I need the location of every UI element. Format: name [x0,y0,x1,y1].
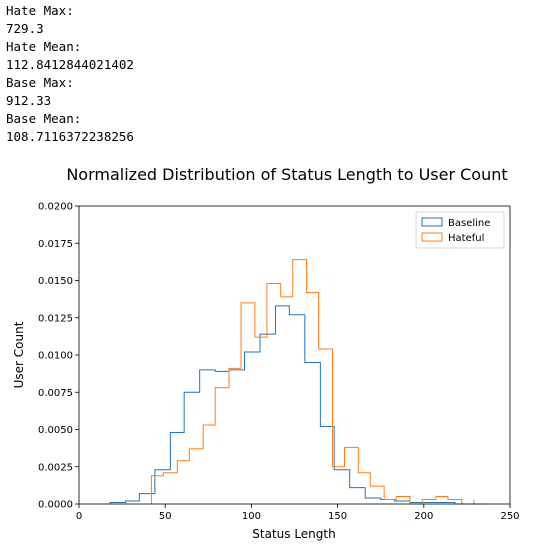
hate-max-label: Hate Max: [6,3,74,18]
x-tick-label: 0 [76,511,82,522]
legend: Baseline Hateful [415,211,505,249]
y-tick-label: 0.0075 [38,388,73,399]
y-tick-label: 0.0150 [38,276,73,287]
x-axis-label: Status Length [252,527,335,541]
base-mean-value: 108.7116372238256 [6,129,134,144]
x-tick-label: 200 [414,511,433,522]
base-max-label: Base Max: [6,75,74,90]
y-tick-label: 0.0025 [38,462,73,473]
chart-title: Normalized Distribution of Status Length… [66,165,507,184]
hate-max-value: 729.3 [6,21,44,36]
y-tick-label: 0.0050 [38,425,73,436]
hate-mean-value: 112.8412844021402 [6,57,134,72]
legend-swatch-baseline [421,217,443,227]
base-mean-label: Base Mean: [6,111,82,126]
legend-label-hateful: Hateful [448,233,484,244]
legend-swatch-hateful [421,232,443,242]
histogram-baseline-series [109,305,486,505]
y-axis-label: User Count [12,321,26,388]
legend-box [415,211,505,249]
y-tick-label: 0.0000 [38,500,73,511]
stats-output: Hate Max: 729.3 Hate Mean: 112.841284402… [6,2,134,146]
plot-frame [78,205,511,505]
hate-mean-label: Hate Mean: [6,39,82,54]
legend-label-baseline: Baseline [448,218,490,229]
y-tick-label: 0.0200 [38,202,73,213]
x-tick-label: 250 [500,511,519,522]
y-tick-label: 0.0175 [38,239,73,250]
histogram-hateful-series [150,259,475,505]
x-tick-label: 100 [242,511,261,522]
y-tick-label: 0.0100 [38,351,73,362]
x-tick-label: 150 [328,511,347,522]
x-tick-label: 50 [159,511,172,522]
base-max-value: 912.33 [6,93,52,108]
y-tick-label: 0.0125 [38,313,73,324]
